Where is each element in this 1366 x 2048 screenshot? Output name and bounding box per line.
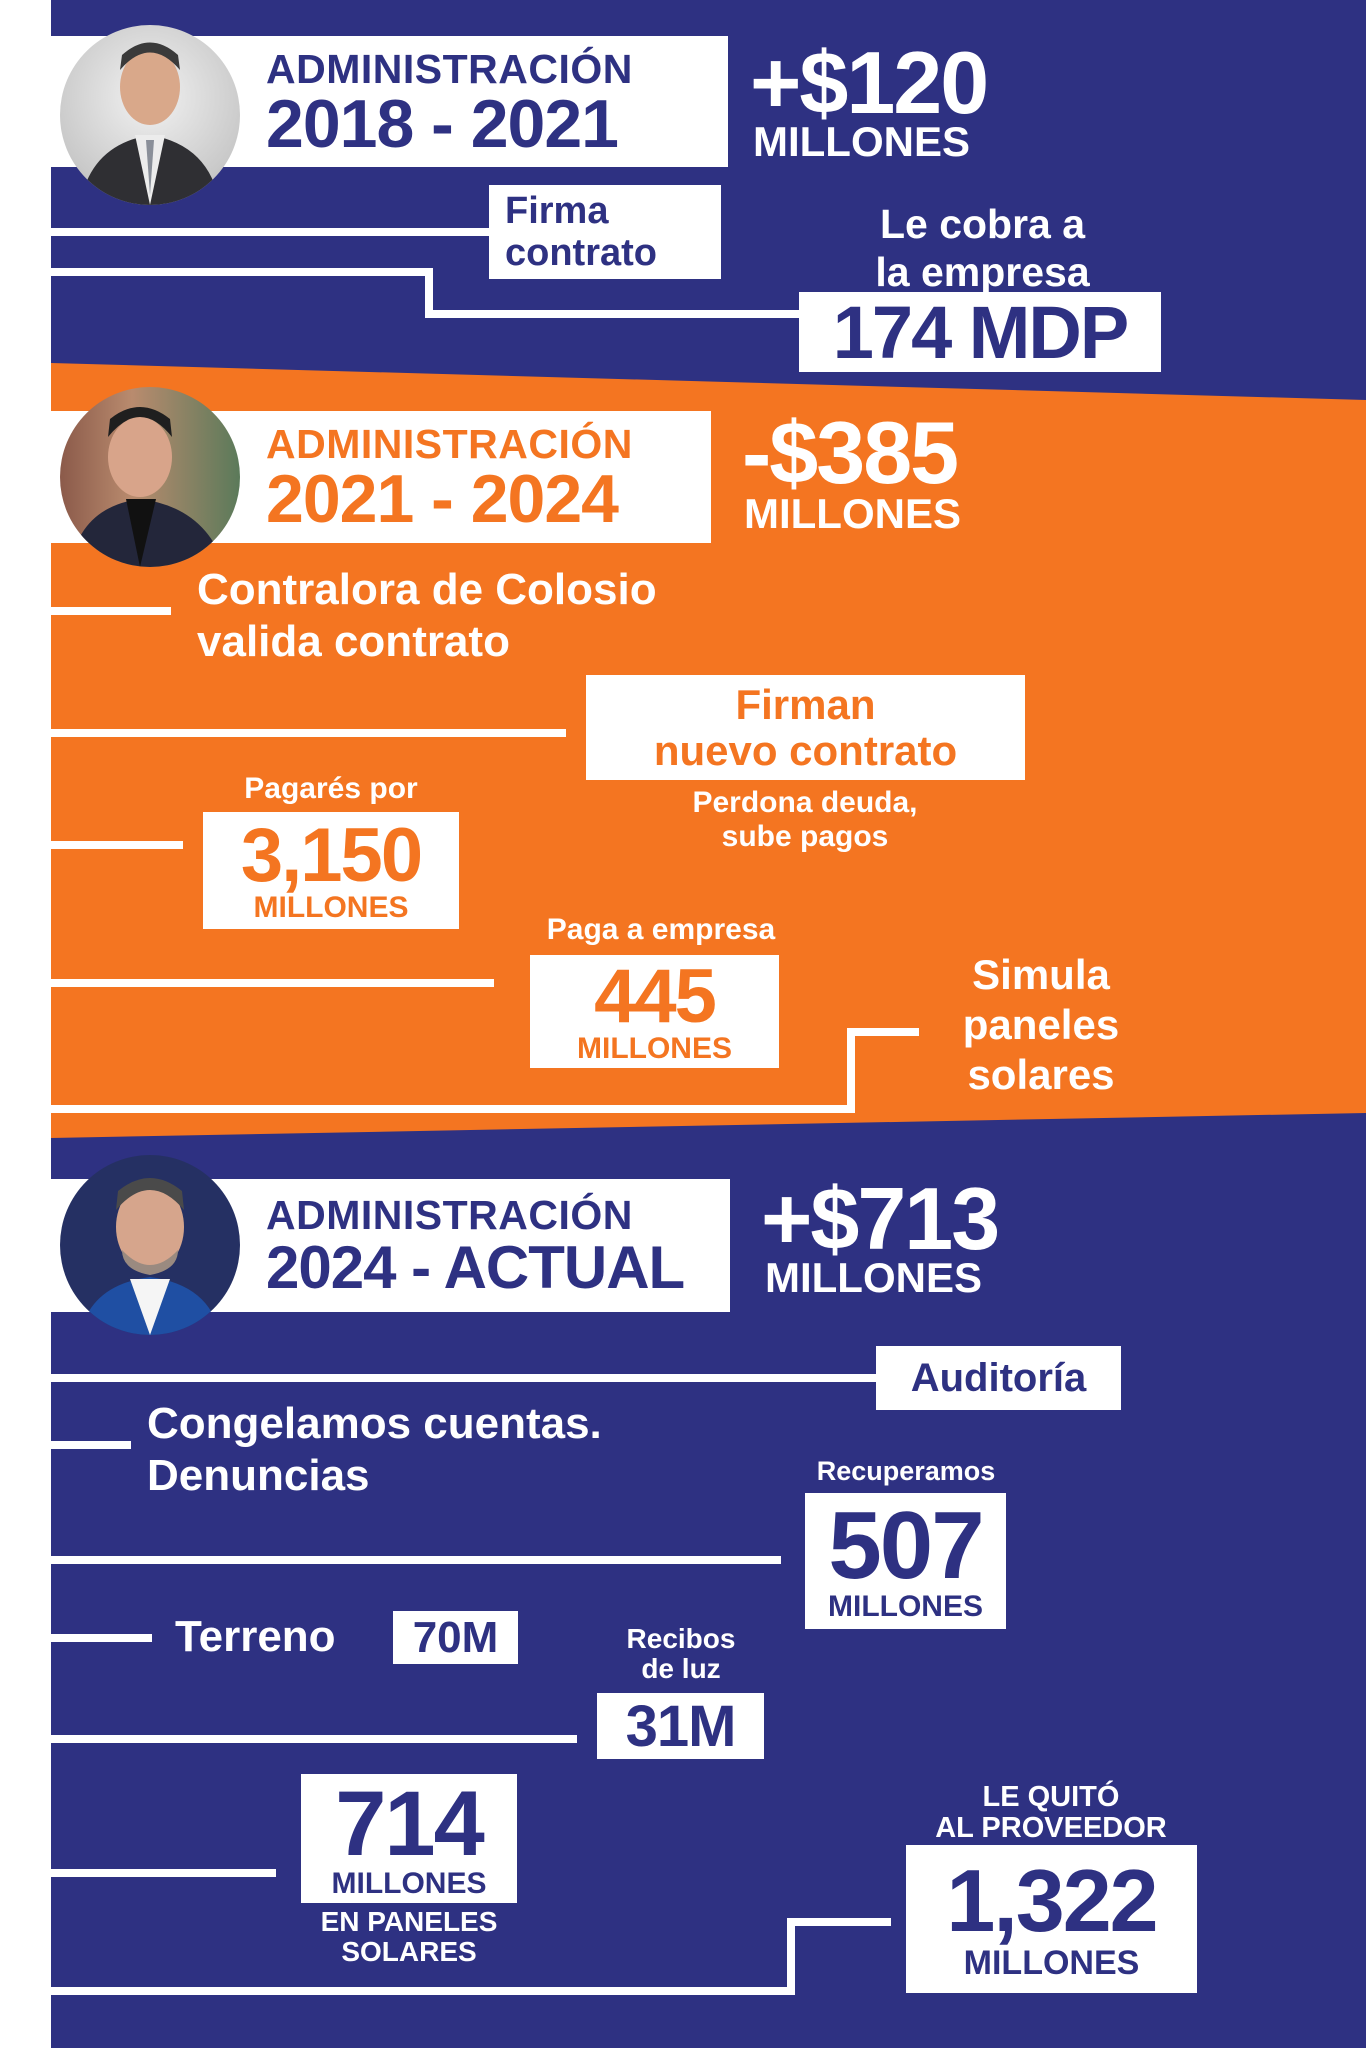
- connector-line: [51, 841, 183, 849]
- connector-line: [51, 1105, 855, 1113]
- connector-line: [51, 979, 494, 987]
- pagares-label: Pagarés por: [244, 772, 418, 805]
- connector-line: [787, 1918, 795, 1995]
- connector-line: [51, 1441, 131, 1449]
- le-cobra-label: Le cobra a la empresa: [875, 201, 1090, 295]
- pagares-value-box: 3,150 MILLONES: [203, 812, 459, 929]
- header-label: ADMINISTRACIÓN: [266, 45, 633, 92]
- connector-line: [847, 1028, 919, 1036]
- contralora-label: Contralora de Colosio valida contrato: [197, 565, 657, 666]
- header-period: 2018 - 2021: [266, 85, 619, 162]
- connector-line: [425, 268, 433, 318]
- congelamos-label: Congelamos cuentas. Denuncias: [147, 1399, 602, 1500]
- recuperamos-value-box: 507 MILLONES: [805, 1493, 1006, 1629]
- perdona-label: Perdona deuda, sube pagos: [692, 786, 918, 853]
- paga-value-box: 445 MILLONES: [530, 955, 779, 1068]
- connector-line: [51, 607, 171, 615]
- paga-label: Paga a empresa: [546, 913, 776, 946]
- le-cobra-value-box: 174 MDP: [799, 291, 1161, 374]
- person-icon: [70, 407, 225, 567]
- connector-line: [425, 310, 805, 318]
- connector-line: [847, 1028, 855, 1113]
- paneles-caption: EN PANELES SOLARES: [320, 1906, 498, 1967]
- amount-2018: +$120: [750, 33, 989, 132]
- header-period: 2021 - 2024: [266, 461, 619, 537]
- firman-box: Firman nuevo contrato: [586, 675, 1025, 780]
- amount-unit-2018: MILLONES: [753, 118, 970, 165]
- person-icon: [80, 1178, 220, 1335]
- connector-line: [51, 268, 433, 276]
- portrait-2018: [60, 25, 240, 205]
- connector-line: [51, 228, 491, 236]
- connector-line: [51, 1869, 276, 1877]
- connector-line: [51, 1735, 577, 1743]
- connector-line: [51, 1987, 795, 1995]
- portrait-2024: [60, 1155, 240, 1335]
- terreno-label: Terreno: [175, 1612, 336, 1661]
- amount-unit-2021: MILLONES: [744, 490, 961, 537]
- amount-2021: -$385: [742, 403, 959, 502]
- connector-line: [51, 1556, 781, 1564]
- firma-contrato-box: Firma contrato: [489, 185, 721, 279]
- connector-line: [787, 1918, 891, 1926]
- header-label: ADMINISTRACIÓN: [266, 1191, 633, 1238]
- person-icon: [80, 42, 220, 205]
- amount-unit-2024: MILLONES: [765, 1254, 982, 1301]
- quito-label: LE QUITÓ AL PROVEEDOR: [935, 1781, 1167, 1844]
- connector-line: [51, 1374, 881, 1382]
- recibos-label: Recibos de luz: [626, 1623, 736, 1684]
- recibos-value-box: 31M: [597, 1693, 764, 1759]
- header-label: ADMINISTRACIÓN: [266, 421, 633, 467]
- recuperamos-label: Recuperamos: [816, 1456, 996, 1486]
- header-period: 2024 - ACTUAL: [266, 1233, 685, 1301]
- auditoria-box: Auditoría: [876, 1346, 1121, 1410]
- terreno-value-box: 70M: [393, 1611, 518, 1664]
- amount-2024: +$713: [761, 1169, 1000, 1268]
- connector-line: [51, 1634, 152, 1642]
- portrait-2021: [60, 387, 240, 567]
- paneles-value-box: 714 MILLONES: [301, 1774, 517, 1903]
- quito-value-box: 1,322 MILLONES: [906, 1845, 1197, 1993]
- connector-line: [51, 729, 566, 737]
- infographic-canvas: ADMINISTRACIÓN 2018 - 2021 +$120 MILLONE…: [51, 0, 1366, 2048]
- simula-label: Simula paneles solares: [962, 951, 1120, 1098]
